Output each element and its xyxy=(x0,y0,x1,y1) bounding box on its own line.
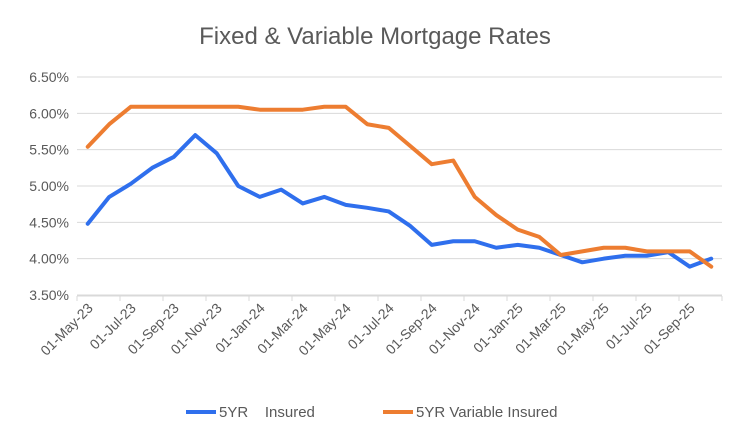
series-line-5yr-variable-insured xyxy=(85,104,714,269)
chart-title: Fixed & Variable Mortgage Rates xyxy=(199,23,551,50)
y-tick-label: 6.00% xyxy=(29,105,69,121)
legend-label: 5YR Variable Insured xyxy=(416,404,557,421)
y-tick-label: 5.50% xyxy=(29,142,69,158)
y-tick-label: 6.50% xyxy=(29,69,69,85)
y-tick-label: 4.00% xyxy=(29,251,69,267)
y-tick-label: 3.50% xyxy=(29,287,69,303)
legend-label: 5YR Insured xyxy=(219,404,315,421)
y-tick-label: 4.50% xyxy=(29,214,69,230)
x-tick-label: 01-May-23 xyxy=(37,300,96,359)
series-line-5yr-insured xyxy=(85,133,714,269)
y-tick-label: 5.00% xyxy=(29,178,69,194)
